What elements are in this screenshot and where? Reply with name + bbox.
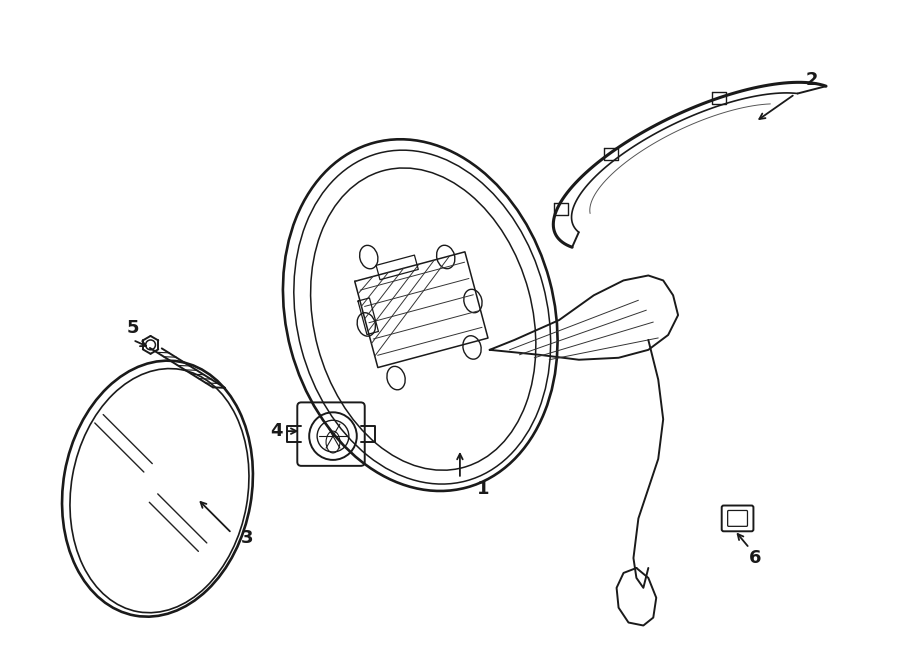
Text: 3: 3 — [240, 529, 253, 547]
Text: 1: 1 — [476, 480, 489, 498]
Text: 4: 4 — [270, 422, 283, 440]
Text: 6: 6 — [749, 549, 761, 567]
Text: 2: 2 — [806, 71, 818, 89]
Text: 5: 5 — [126, 319, 139, 337]
